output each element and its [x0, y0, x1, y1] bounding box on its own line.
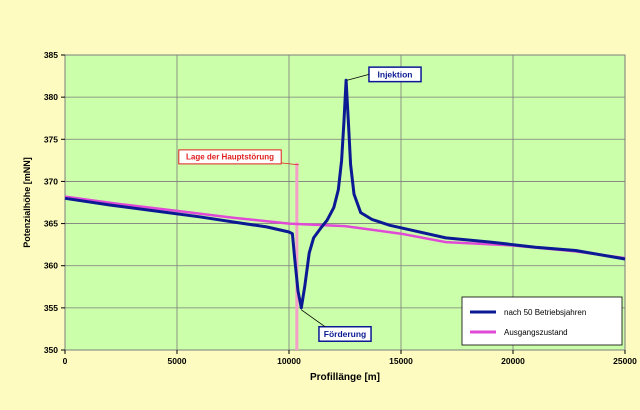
fault-label-leader — [281, 162, 299, 166]
x-tick-label: 0 — [63, 356, 68, 366]
x-tick-label: 20000 — [501, 356, 525, 366]
y-tick-label: 350 — [44, 345, 58, 355]
grid-lines — [64, 54, 626, 351]
x-tick-label: 10000 — [277, 356, 301, 366]
legend-label-2: Ausgangszustand — [504, 328, 568, 337]
series-layer — [64, 78, 626, 350]
injection-label-text: Injektion — [378, 69, 413, 79]
fault-label: Lage der Hauptstörung — [178, 149, 282, 165]
legend: nach 50 Betriebsjahren Ausgangszustand — [461, 296, 623, 346]
production-label-text: Förderung — [324, 329, 367, 339]
legend-box — [461, 296, 623, 346]
legend-label-1: nach 50 Betriebsjahren — [504, 308, 586, 317]
production-label-box — [318, 325, 372, 342]
y-tick-label: 385 — [44, 50, 58, 60]
y-tick-label: 380 — [44, 92, 58, 102]
y-axis-title: Potenzialhöhe [mNN] — [22, 157, 32, 248]
x-axis-title: Profillänge [m] — [310, 372, 380, 383]
fault-label-text: Lage der Hauptstörung — [186, 153, 274, 162]
y-tick-label: 375 — [44, 134, 58, 144]
y-tick-label: 355 — [44, 303, 58, 313]
injection-label-leader — [347, 73, 370, 81]
fault-label-box — [178, 149, 282, 165]
y-tick-label: 365 — [44, 219, 58, 229]
x-tick-label: 5000 — [168, 356, 187, 366]
production-label: Förderung — [318, 325, 372, 342]
injection-label: Injektion — [368, 66, 422, 83]
x-tick-label: 15000 — [389, 356, 413, 366]
x-tick-label: 25000 — [613, 356, 637, 366]
y-tick-label: 360 — [44, 261, 58, 271]
series-line-1 — [64, 78, 626, 310]
production-label-leader — [301, 309, 326, 328]
axis-tick-labels: 0 5000 10000 15000 20000 25000 350 355 360 365 370… — [44, 50, 637, 366]
annotations: Lage der Hauptstörung Injektion Förderung — [178, 66, 422, 342]
y-tick-label: 370 — [44, 176, 58, 186]
